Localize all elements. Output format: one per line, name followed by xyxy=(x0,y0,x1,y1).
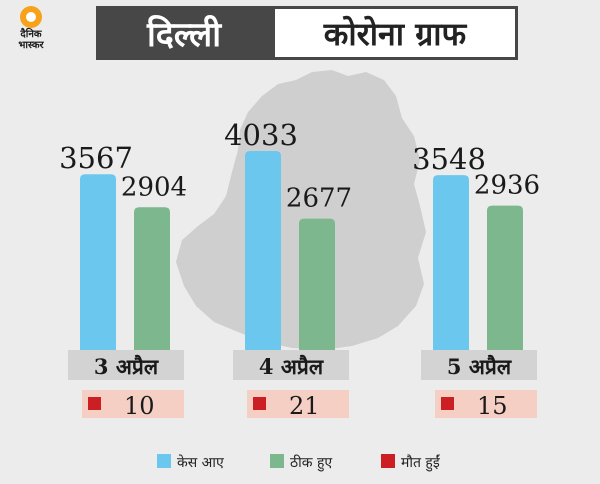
value-label-deaths: 21 xyxy=(289,392,320,420)
date-band xyxy=(421,350,537,380)
date-band xyxy=(233,350,349,380)
date-label: 4 अप्रैल xyxy=(259,354,324,379)
value-label-recovered: 2904 xyxy=(121,172,187,202)
date-band xyxy=(68,350,184,380)
title-graph: कोरोना ग्राफ xyxy=(272,6,518,60)
dainik-bhaskar-logo: दैनिक भास्कर xyxy=(6,6,56,54)
legend-label: ठीक हुए xyxy=(290,454,332,472)
logo-text-line2: भास्कर xyxy=(18,40,44,51)
date-label: 3 अप्रैल xyxy=(94,354,159,379)
bar-recovered xyxy=(134,207,170,352)
header: दिल्ली कोरोना ग्राफ xyxy=(96,6,518,60)
bar-cases xyxy=(245,151,281,352)
legend-label: केस आए xyxy=(177,454,224,471)
sun-logo-icon xyxy=(20,6,42,28)
delhi-map-silhouette xyxy=(176,70,426,350)
deaths-marker xyxy=(441,397,454,410)
legend-swatch xyxy=(157,454,171,468)
value-label-cases: 3548 xyxy=(412,142,486,176)
bar-recovered xyxy=(487,205,523,352)
deaths-marker xyxy=(88,397,101,410)
value-label-deaths: 15 xyxy=(477,392,508,420)
title-city: दिल्ली xyxy=(96,6,272,60)
bar-recovered xyxy=(299,218,335,352)
value-label-cases: 4033 xyxy=(224,118,298,152)
value-label-cases: 3567 xyxy=(59,141,133,175)
date-label: 5 अप्रैल xyxy=(447,354,512,379)
legend-label: मौत हुईं xyxy=(401,454,441,472)
legend-swatch xyxy=(381,454,395,468)
logo-text-line1: दैनिक xyxy=(20,29,42,40)
value-label-recovered: 2936 xyxy=(474,171,540,201)
value-label-recovered: 2677 xyxy=(286,184,352,214)
bar-cases xyxy=(433,175,469,352)
bar-cases xyxy=(80,174,116,352)
legend-swatch xyxy=(270,454,284,468)
deaths-marker xyxy=(253,397,266,410)
value-label-deaths: 10 xyxy=(124,392,155,420)
